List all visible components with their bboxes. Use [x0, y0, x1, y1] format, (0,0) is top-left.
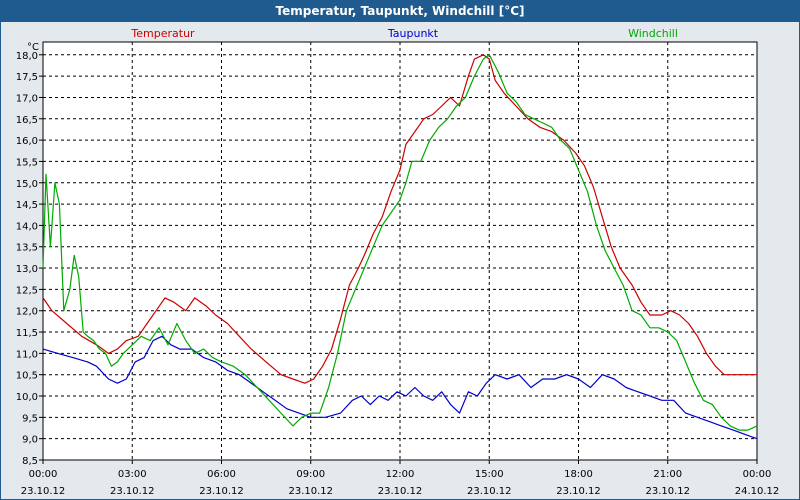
x-tick-date-label: 23.10.12 — [645, 486, 690, 497]
legend-entry: Taupunkt — [387, 27, 439, 40]
y-tick-label: 10,0 — [16, 392, 38, 403]
y-tick-label: 13,0 — [16, 264, 38, 275]
x-tick-date-label: 23.10.12 — [378, 486, 423, 497]
line-chart: 8,5 9,0 9,5 10,0 10,5 11,0 11,5 12,0 12,5 13,0 13,… — [16, 27, 780, 497]
x-tick-time-label: 00:00 — [743, 469, 772, 480]
series-line-windchill — [42, 54, 758, 431]
y-tick-label: 17,5 — [16, 72, 38, 83]
series-line-taupunkt — [42, 335, 758, 440]
legend: Temperatur Taupunkt Windchill — [130, 27, 678, 40]
x-tick-date-label: 23.10.12 — [467, 486, 512, 497]
y-tick-label: 11,0 — [16, 349, 38, 360]
y-tick-label: 18,0 — [16, 51, 38, 62]
y-tick-label: 16,0 — [16, 136, 38, 147]
y-tick-label: 15,5 — [16, 157, 38, 168]
x-tick-time-label: 06:00 — [207, 469, 236, 480]
legend-entry: Temperatur — [130, 27, 195, 40]
y-axis-ticks: 8,5 9,0 9,5 10,0 10,5 11,0 11,5 12,0 12,5 13,0 13,… — [16, 51, 43, 467]
x-tick-time-label: 09:00 — [296, 469, 325, 480]
x-tick-date-label: 24.10.12 — [735, 486, 780, 497]
x-tick-time-label: 21:00 — [653, 469, 682, 480]
series-line-temperatur — [42, 54, 757, 384]
y-tick-label: 10,5 — [16, 371, 38, 382]
x-tick-date-label: 23.10.12 — [199, 486, 244, 497]
legend-entry: Windchill — [628, 27, 678, 40]
x-tick-time-label: 03:00 — [118, 469, 147, 480]
y-axis-unit-label: °C — [27, 42, 39, 53]
x-tick-time-label: 18:00 — [564, 469, 593, 480]
x-tick-date-label: 23.10.12 — [21, 486, 66, 497]
y-tick-label: 9,0 — [22, 435, 38, 446]
y-tick-label: 15,0 — [16, 179, 38, 190]
y-tick-label: 13,5 — [16, 243, 38, 254]
y-tick-label: 12,5 — [16, 285, 38, 296]
x-tick-date-label: 23.10.12 — [110, 486, 155, 497]
y-tick-label: 17,0 — [16, 93, 38, 104]
x-tick-time-label: 15:00 — [475, 469, 504, 480]
y-tick-label: 14,5 — [16, 200, 38, 211]
y-tick-label: 12,0 — [16, 307, 38, 318]
y-tick-label: 16,5 — [16, 115, 38, 126]
y-tick-label: 8,5 — [22, 456, 38, 467]
y-tick-label: 11,5 — [16, 328, 38, 339]
y-tick-label: 14,0 — [16, 221, 38, 232]
y-tick-label: 9,5 — [22, 413, 38, 424]
x-tick-date-label: 23.10.12 — [556, 486, 601, 497]
x-tick-time-label: 12:00 — [386, 469, 415, 480]
x-tick-date-label: 23.10.12 — [288, 486, 333, 497]
series-lines — [42, 54, 758, 440]
window-title: Temperatur, Taupunkt, Windchill [°C] — [1, 1, 799, 22]
x-tick-time-label: 00:00 — [29, 469, 58, 480]
grid-lines — [43, 42, 757, 461]
x-axis-ticks: 00:00 23.10.12 03:00 23.10.12 06:00 23.10.12 0… — [21, 460, 780, 497]
